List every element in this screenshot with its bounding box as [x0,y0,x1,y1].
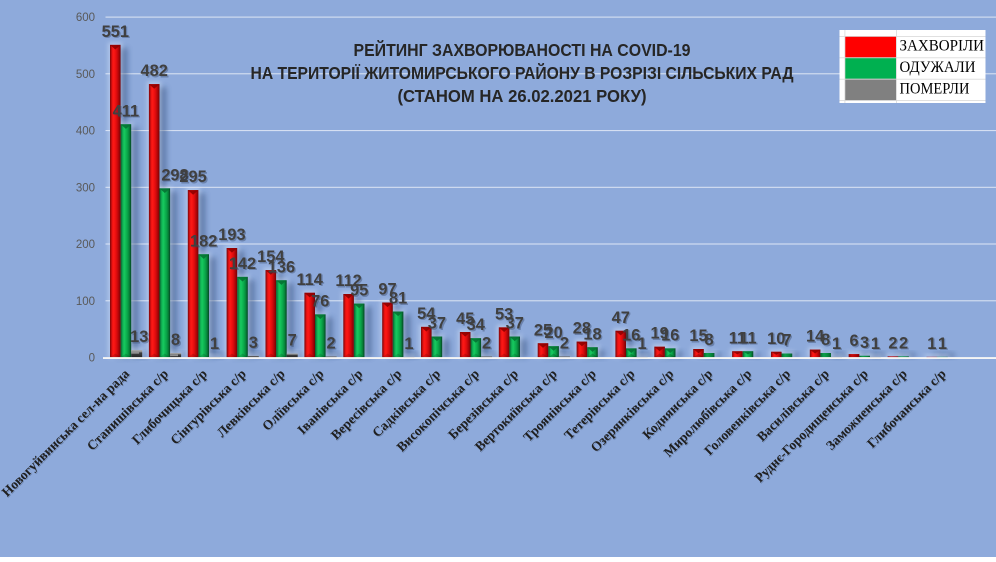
svg-text:1: 1 [404,335,413,353]
svg-text:8: 8 [821,331,830,349]
svg-text:1: 1 [210,335,219,353]
svg-text:142: 142 [229,255,256,273]
svg-text:6: 6 [849,332,858,350]
svg-text:2: 2 [560,334,569,352]
svg-text:37: 37 [428,315,446,333]
svg-text:3: 3 [860,334,869,352]
svg-text:95: 95 [350,282,368,300]
svg-text:400: 400 [76,126,95,138]
svg-text:(СТАНОМ НА 26.02.2021 РОКУ): (СТАНОМ НА 26.02.2021 РОКУ) [398,86,647,106]
svg-text:НА ТЕРИТОРІЇ ЖИТОМИРСЬКОГО РАЙ: НА ТЕРИТОРІЇ ЖИТОМИРСЬКОГО РАЙОНУ В РОЗР… [251,63,795,83]
svg-text:7: 7 [288,332,297,350]
svg-text:3: 3 [249,334,258,352]
svg-text:8: 8 [171,331,180,349]
svg-text:16: 16 [661,326,679,344]
svg-text:8: 8 [705,331,714,349]
svg-text:1: 1 [927,335,936,353]
svg-text:0: 0 [89,353,95,365]
svg-text:ПОМЕРЛИ: ПОМЕРЛИ [900,80,970,97]
svg-text:1: 1 [832,335,841,353]
svg-text:13: 13 [130,328,148,346]
svg-text:100: 100 [76,296,95,308]
svg-text:11: 11 [739,329,756,347]
svg-text:18: 18 [583,325,601,343]
svg-text:411: 411 [113,102,139,120]
svg-text:47: 47 [612,309,630,327]
svg-text:2: 2 [888,334,897,352]
svg-text:34: 34 [467,316,486,334]
svg-text:2: 2 [482,334,491,352]
svg-text:600: 600 [76,12,95,24]
svg-text:200: 200 [76,239,95,251]
svg-text:ЗАХВОРІЛИ: ЗАХВОРІЛИ [900,38,985,55]
svg-text:1: 1 [871,335,880,353]
svg-text:136: 136 [268,258,295,276]
svg-text:7: 7 [782,332,791,350]
svg-text:ОДУЖАЛИ: ОДУЖАЛИ [900,59,976,76]
svg-text:300: 300 [76,182,95,194]
svg-text:1: 1 [938,335,947,353]
svg-text:193: 193 [218,226,245,244]
svg-text:2: 2 [327,334,336,352]
svg-text:37: 37 [506,315,524,333]
svg-text:482: 482 [141,62,168,80]
svg-text:1: 1 [638,335,647,353]
svg-text:114: 114 [296,271,323,289]
svg-text:РЕЙТИНГ ЗАХВОРЮВАНОСТІ НА COVI: РЕЙТИНГ ЗАХВОРЮВАНОСТІ НА COVID-19 [354,40,691,60]
svg-text:81: 81 [389,290,407,308]
svg-text:295: 295 [179,168,206,186]
svg-text:551: 551 [102,23,129,41]
svg-text:2: 2 [899,334,908,352]
svg-text:500: 500 [76,69,95,81]
svg-text:76: 76 [311,292,329,310]
svg-text:182: 182 [190,232,217,250]
